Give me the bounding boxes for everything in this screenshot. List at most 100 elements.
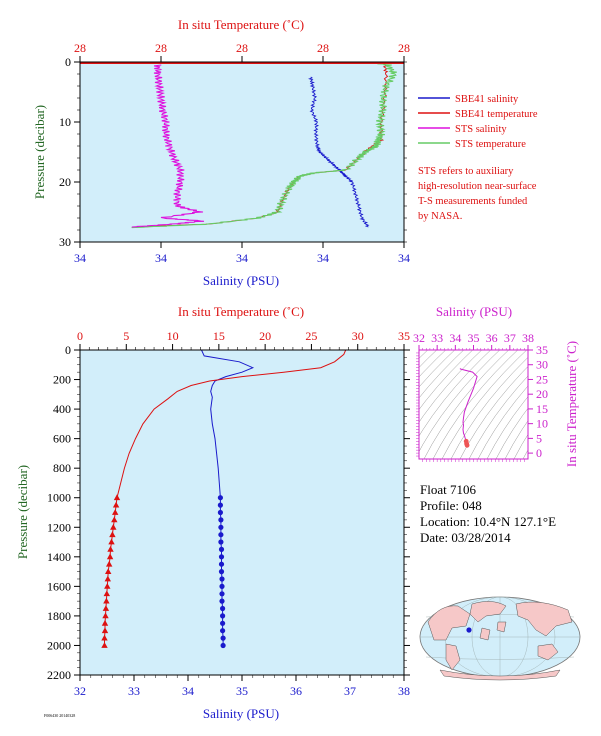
temperature-point [103,597,110,604]
ts-temperature-tick-label: 15 [536,402,548,416]
salinity-point [219,591,225,597]
legend-item-sts-salinity: STS salinity [418,124,507,135]
top-tick-labels: 28 28 28 28 28 [74,41,410,62]
near-surface-panel: In situ Temperature (˚C) 28 28 28 28 28 0 10 2… [32,17,410,288]
temperature-point [107,546,114,552]
pressure-tick-label: 0 [65,343,71,357]
ts-salinity-tick-label: 36 [486,331,498,345]
location-map [419,596,581,681]
pressure-tick-label: 1600 [47,579,71,593]
legend-label: STS salinity [455,124,507,135]
temperature-point [108,538,115,545]
legend-item-sts-temperature: STS temperature [418,139,526,150]
ts-salinity-tick-label: 35 [468,331,480,345]
ts-temperature-tick-label: 20 [536,387,548,401]
temperature-point [104,583,111,589]
ts-temperature-tick-label: 30 [536,358,548,372]
bottom-tick-label: 34 [236,251,248,265]
salinity-point [220,642,226,649]
salinity-point [220,620,226,626]
ts-salinity-tick-labels: 32 33 34 35 36 37 38 [413,331,534,462]
bottom-tick-label: 34 [398,251,410,265]
temperature-point [103,590,110,597]
pressure-tick-label: 2000 [47,638,71,652]
temperature-axis-title: In situ Temperature (˚C) [178,304,304,319]
density-contour [419,350,437,368]
temperature-tick-label: 10 [167,329,179,343]
density-contour [504,420,528,459]
ts-temperature-tick-label: 0 [536,446,542,460]
sts-note-line-2: high-resolution near-surface [418,181,537,192]
temperature-point [101,619,109,626]
footer-code: F006430 20140328 [44,713,75,718]
salinity-tick-label: 36 [290,684,302,698]
full-profile-plot-area [80,350,404,675]
sts-note-line-1: STS refers to auxiliary [418,166,514,177]
pressure-axis: 0 200 400 600 800 1000 1200 1400 1600 1800 2000 220… [47,343,410,682]
top-tick-label: 28 [236,41,248,55]
temperature-point [102,612,109,619]
pressure-axis-title: Pressure (decibar) [32,105,47,199]
bottom-axis-title: Salinity (PSU) [203,273,279,288]
density-contour [419,350,455,388]
ts-temperature-tick-label: 10 [536,417,548,431]
pressure-tick-label: 0 [65,55,71,69]
bottom-tick-labels: 34 34 34 34 34 [74,242,410,265]
top-tick-label: 28 [398,41,410,55]
temperature-point [112,501,120,508]
top-tick-label: 28 [74,41,86,55]
ts-plot-area [419,350,528,459]
density-contour [477,385,528,459]
salinity-point [220,613,226,619]
temperature-point [106,560,113,567]
salinity-point [217,495,223,501]
profile-date: Date: 03/28/2014 [420,530,511,545]
temperature-tick-label: 35 [398,329,410,343]
ts-temperature-tick-label: 35 [536,343,548,357]
salinity-point [219,583,225,590]
pressure-tick-label: 1400 [47,550,71,564]
top-axis-title: In situ Temperature (˚C) [178,17,304,32]
sts-note-line-3: T-S measurements funded [418,196,528,207]
legend-item-sbe41-temperature: SBE41 temperature [418,109,538,120]
salinity-point [218,554,225,560]
density-contours [419,350,528,459]
salinity-point [220,628,226,634]
salinity-point [218,539,224,545]
legend-label: SBE41 temperature [455,109,538,120]
temperature-point [101,642,108,648]
density-contour [419,350,482,423]
temperature-tick-label: 5 [123,329,129,343]
density-contour [419,350,428,359]
salinity-axis-title: Salinity (PSU) [203,706,279,721]
salinity-point [217,502,223,508]
legend-label: STS temperature [455,139,526,150]
salinity-point [220,605,226,612]
salinity-point [218,524,224,530]
pressure-tick-label: 1200 [47,520,71,534]
ts-salinity-axis-title: Salinity (PSU) [436,304,512,319]
ts-diagram-panel: Salinity (PSU) 32 33 34 35 36 37 38 0510152025… [413,304,579,467]
temperature-tick-label: 0 [77,329,83,343]
ts-series [459,368,478,448]
ts-temperature-axis-title: In situ Temperature (˚C) [564,341,579,467]
near-surface-series [80,61,404,229]
salinity-tick-label: 32 [74,684,86,698]
ts-salinity-tick-label: 32 [413,331,425,345]
ts-deep-point [464,442,470,448]
sts-note-line-4: by NASA. [418,211,462,222]
temperature-tick-label: 15 [213,329,225,343]
sbe41-salinity-line [308,76,370,228]
salinity-line [201,349,255,498]
bottom-tick-label: 34 [74,251,86,265]
legend-label: SBE41 salinity [455,94,519,105]
temperature-point [101,634,108,641]
temperature-point [105,568,112,574]
ts-frame [418,349,529,460]
density-contour [419,350,473,410]
top-tick-label: 28 [317,41,329,55]
ts-salinity-tick-label: 34 [449,331,461,345]
salinity-point [218,546,225,553]
pressure-tick-label: 20 [59,175,71,189]
